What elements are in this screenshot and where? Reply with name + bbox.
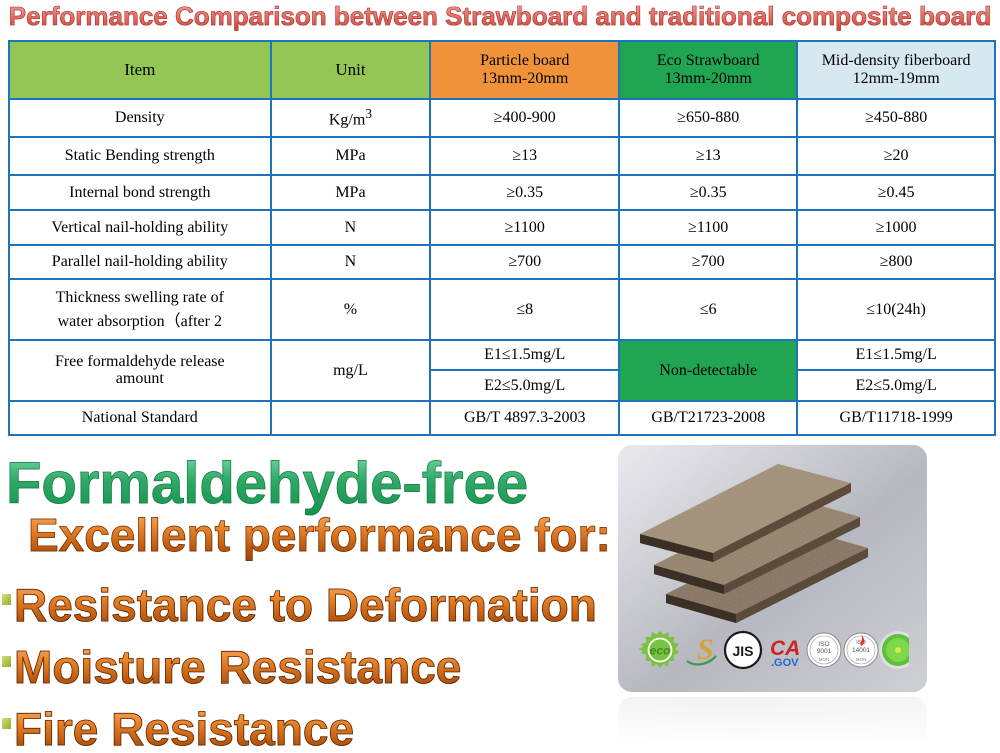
svg-text:14001: 14001	[852, 647, 870, 654]
svg-text:MON: MON	[856, 657, 867, 662]
svg-text:.GOV: .GOV	[771, 657, 799, 669]
svg-text:MON: MON	[819, 657, 830, 662]
svg-text:JIS: JIS	[732, 643, 753, 659]
svg-text:9001: 9001	[817, 648, 832, 655]
svg-text:eco: eco	[650, 644, 671, 658]
svg-text:ISO: ISO	[818, 641, 829, 648]
